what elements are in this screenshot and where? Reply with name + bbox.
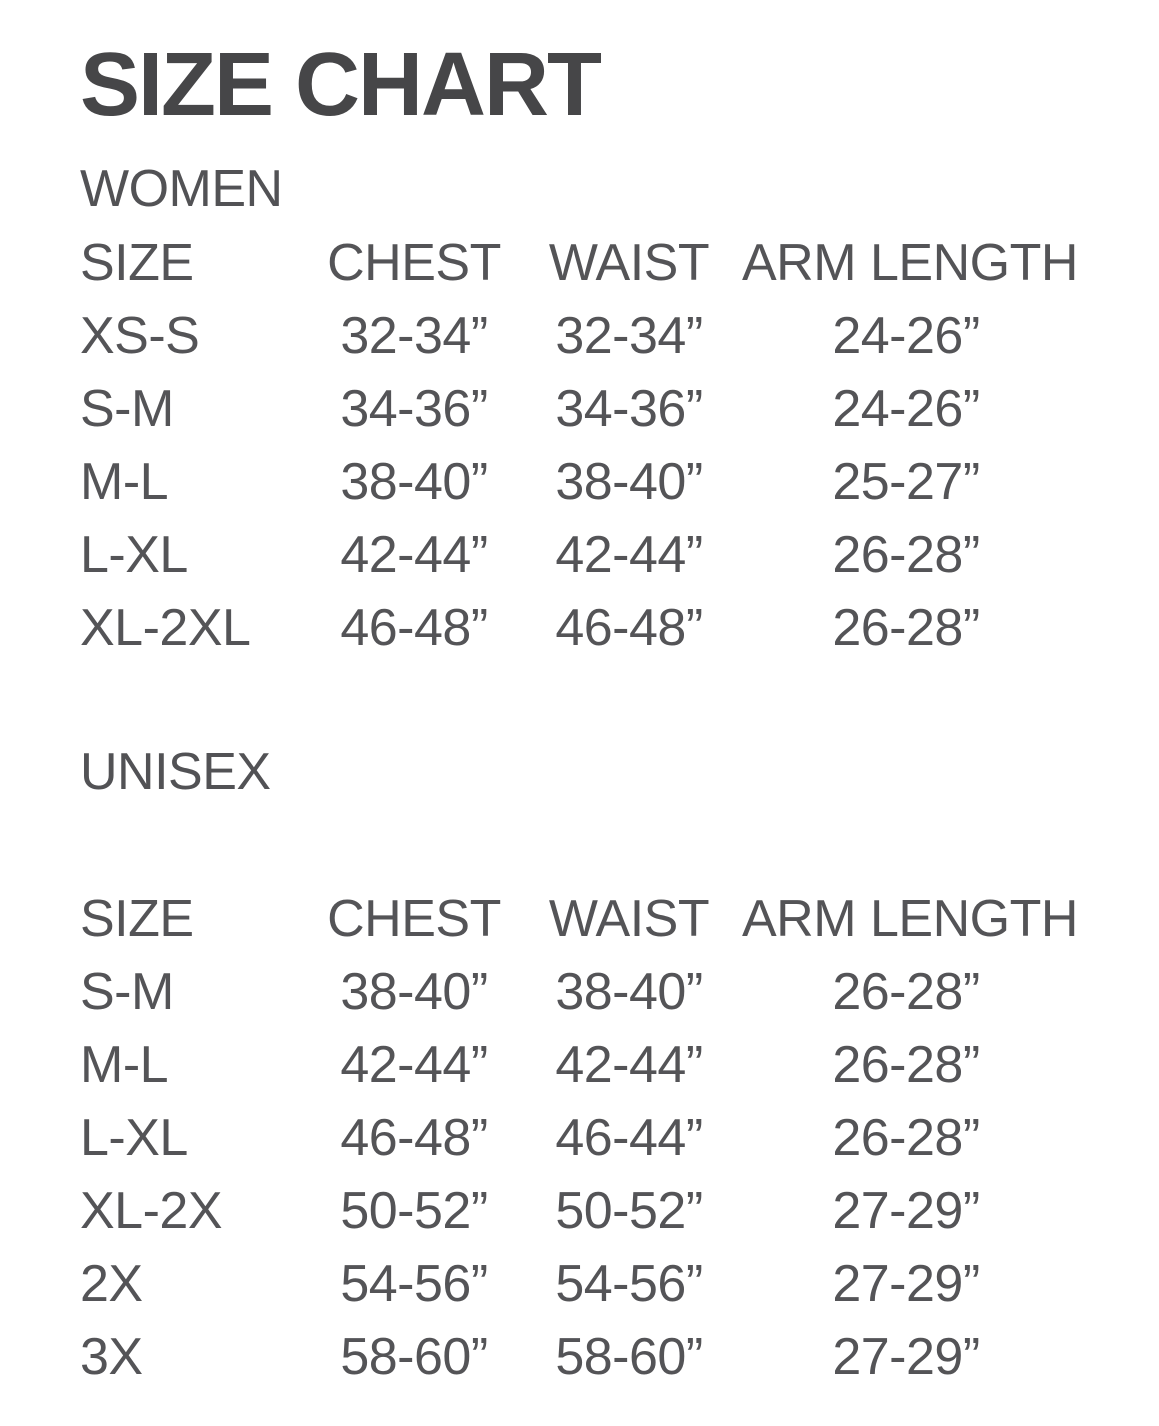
cell-chest: 50-52” — [340, 1181, 488, 1240]
cell-chest: 38-40” — [340, 962, 488, 1021]
cell-waist: 46-44” — [555, 1108, 703, 1167]
cell-arm-length: 26-28” — [832, 962, 980, 1021]
table-row: XL-2X 50-52” 50-52” 27-29” — [80, 1174, 1070, 1247]
cell-chest: 42-44” — [340, 525, 488, 584]
cell-chest: 38-40” — [340, 452, 488, 511]
cell-size: L-XL — [80, 1108, 188, 1167]
unisex-header-row: SIZE CHEST WAIST ARM LENGTH — [80, 882, 1078, 955]
cell-arm-length: 26-28” — [832, 598, 980, 657]
cell-waist: 34-36” — [555, 379, 703, 438]
table-row: L-XL 46-48” 46-44” 26-28” — [80, 1101, 1070, 1174]
cell-size: XL-2XL — [80, 598, 251, 657]
cell-arm-length: 25-27” — [832, 452, 980, 511]
cell-size: S-M — [80, 962, 174, 1021]
cell-chest: 46-48” — [340, 598, 488, 657]
unisex-section-label: UNISEX — [80, 743, 271, 801]
cell-waist: 50-52” — [555, 1181, 703, 1240]
cell-chest: 34-36” — [340, 379, 488, 438]
column-header-chest: CHEST — [327, 233, 501, 292]
cell-size: S-M — [80, 379, 174, 438]
column-header-chest: CHEST — [327, 889, 501, 948]
cell-arm-length: 27-29” — [832, 1254, 980, 1313]
page-title: SIZE CHART — [80, 35, 602, 135]
cell-arm-length: 27-29” — [832, 1181, 980, 1240]
women-header-row: SIZE CHEST WAIST ARM LENGTH — [80, 226, 1078, 299]
table-row: S-M 34-36” 34-36” 24-26” — [80, 372, 1070, 445]
cell-chest: 54-56” — [340, 1254, 488, 1313]
table-row: 3X 58-60” 58-60” 27-29” — [80, 1320, 1070, 1393]
cell-chest: 58-60” — [340, 1327, 488, 1386]
table-row: M-L 38-40” 38-40” 25-27” — [80, 445, 1070, 518]
cell-arm-length: 27-29” — [832, 1327, 980, 1386]
column-header-size: SIZE — [80, 889, 194, 948]
cell-size: XS-S — [80, 306, 200, 365]
cell-arm-length: 24-26” — [832, 379, 980, 438]
cell-size: XL-2X — [80, 1181, 223, 1240]
table-row: XL-2XL 46-48” 46-48” 26-28” — [80, 591, 1070, 664]
cell-waist: 38-40” — [555, 452, 703, 511]
women-size-table: SIZE CHEST WAIST ARM LENGTH XS-S 32-34” … — [80, 226, 1078, 664]
cell-waist: 42-44” — [555, 1035, 703, 1094]
cell-chest: 46-48” — [340, 1108, 488, 1167]
cell-arm-length: 26-28” — [832, 1035, 980, 1094]
cell-size: M-L — [80, 1035, 169, 1094]
cell-waist: 32-34” — [555, 306, 703, 365]
cell-size: L-XL — [80, 525, 188, 584]
column-header-waist: WAIST — [548, 233, 710, 292]
cell-chest: 42-44” — [340, 1035, 488, 1094]
column-header-arm-length: ARM LENGTH — [742, 889, 1078, 948]
table-row: M-L 42-44” 42-44” 26-28” — [80, 1028, 1070, 1101]
section-unisex: UNISEX SIZE CHEST WAIST ARM LENGTH S-M 3… — [80, 736, 1119, 1393]
size-chart-page: SIZE CHART WOMEN SIZE CHEST WAIST ARM LE… — [80, 35, 1119, 1393]
table-row: S-M 38-40” 38-40” 26-28” — [80, 955, 1070, 1028]
cell-waist: 54-56” — [555, 1254, 703, 1313]
cell-waist: 38-40” — [555, 962, 703, 1021]
cell-chest: 32-34” — [340, 306, 488, 365]
women-section-label: WOMEN — [80, 160, 283, 218]
cell-arm-length: 26-28” — [832, 525, 980, 584]
table-row: XS-S 32-34” 32-34” 24-26” — [80, 299, 1070, 372]
column-header-arm-length: ARM LENGTH — [742, 233, 1078, 292]
cell-size: 3X — [80, 1327, 143, 1386]
cell-size: M-L — [80, 452, 169, 511]
section-women: WOMEN SIZE CHEST WAIST ARM LENGTH XS-S 3… — [80, 153, 1119, 664]
column-header-size: SIZE — [80, 233, 194, 292]
cell-waist: 46-48” — [555, 598, 703, 657]
table-row: L-XL 42-44” 42-44” 26-28” — [80, 518, 1070, 591]
cell-arm-length: 24-26” — [832, 306, 980, 365]
column-header-waist: WAIST — [548, 889, 710, 948]
cell-arm-length: 26-28” — [832, 1108, 980, 1167]
cell-waist: 42-44” — [555, 525, 703, 584]
cell-size: 2X — [80, 1254, 143, 1313]
cell-waist: 58-60” — [555, 1327, 703, 1386]
table-row: 2X 54-56” 54-56” 27-29” — [80, 1247, 1070, 1320]
unisex-size-table: SIZE CHEST WAIST ARM LENGTH S-M 38-40” 3… — [80, 882, 1078, 1393]
